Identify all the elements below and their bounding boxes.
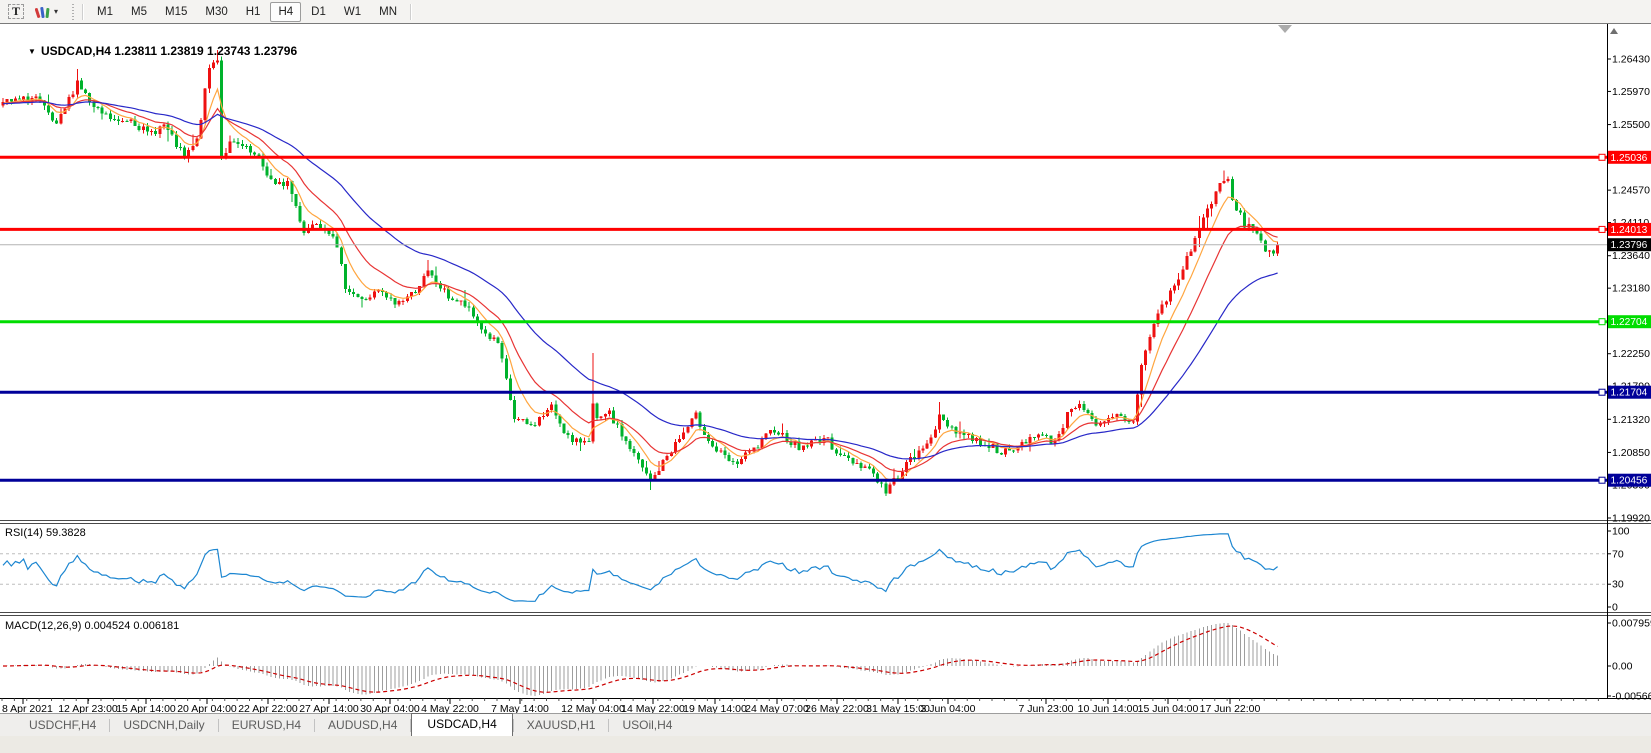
tab-separator: [109, 719, 111, 732]
svg-text:1.22250: 1.22250: [1612, 348, 1650, 360]
tab-usdcad-h4[interactable]: USDCAD,H4: [411, 713, 513, 736]
tab-separator: [608, 719, 610, 732]
svg-text:12 May 04:00: 12 May 04:00: [561, 703, 625, 714]
svg-text:1.26430: 1.26430: [1612, 54, 1650, 66]
price-badge: [1608, 222, 1651, 236]
status-strip: [0, 736, 1651, 753]
svg-text:27 Apr 14:00: 27 Apr 14:00: [299, 703, 359, 714]
timeframe-button-m30[interactable]: M30: [205, 5, 228, 18]
tab-audusd-h4[interactable]: AUDUSD,H4: [328, 718, 398, 732]
svg-text:22 Apr 22:00: 22 Apr 22:00: [238, 703, 298, 714]
text-tool-icon: T: [8, 4, 25, 19]
toolbar-grip[interactable]: [72, 3, 75, 20]
timeframe-button-h4[interactable]: H4: [270, 1, 302, 22]
svg-text:15 Apr 14:00: 15 Apr 14:00: [116, 703, 176, 714]
timeframe-button-m5[interactable]: M5: [131, 5, 147, 18]
svg-text:1.23640: 1.23640: [1612, 250, 1650, 262]
timeframe-button-m15[interactable]: M15: [165, 5, 188, 18]
timeframe-button-d1[interactable]: D1: [311, 5, 326, 18]
chart-window: 1.264301.259701.255001.245701.241101.236…: [0, 23, 1651, 714]
svg-text:24 May 07:00: 24 May 07:00: [745, 703, 809, 714]
svg-text:1.24570: 1.24570: [1612, 185, 1650, 197]
tab-separator: [410, 719, 412, 732]
tab-separator: [314, 719, 316, 732]
svg-text:1.25970: 1.25970: [1612, 86, 1650, 98]
svg-text:19 May 14:00: 19 May 14:00: [683, 703, 747, 714]
price-chart[interactable]: 1.264301.259701.255001.245701.241101.236…: [0, 24, 1651, 714]
svg-text:12 Apr 23:00: 12 Apr 23:00: [58, 703, 118, 714]
svg-text:20 Apr 04:00: 20 Apr 04:00: [177, 703, 237, 714]
chart-tabs-bar: USDCHF,H4 USDCNH,Daily EURUSD,H4 AUDUSD,H4 U…: [0, 713, 1651, 736]
svg-text:1.23796: 1.23796: [1611, 240, 1648, 251]
toolbar-separator: [410, 3, 412, 20]
toolbar-separator: [82, 3, 85, 20]
svg-text:30 Apr 04:00: 30 Apr 04:00: [360, 703, 420, 714]
timeframe-toolbar: M1 M5 M15 M30 H1 H4 D1 W1 MN: [88, 1, 406, 22]
svg-text:100: 100: [1612, 526, 1630, 538]
chevron-down-icon: ▾: [54, 7, 59, 16]
tab-usdchf-h4[interactable]: USDCHF,H4: [29, 718, 97, 732]
price-badge: [1608, 385, 1651, 399]
tab-xauusd-h1[interactable]: XAUUSD,H1: [526, 718, 596, 732]
price-badge: [1608, 238, 1651, 252]
tab-usoil-h4[interactable]: USOil,H4: [622, 718, 673, 732]
svg-text:1.21320: 1.21320: [1612, 414, 1650, 426]
svg-text:26 May 22:00: 26 May 22:00: [805, 703, 869, 714]
tab-usdcnh-daily[interactable]: USDCNH,Daily: [123, 718, 205, 732]
moving-averages-layer: [2, 87, 1278, 481]
macd-histogram: [2, 623, 1279, 696]
svg-text:-0.00566: -0.00566: [1612, 691, 1651, 703]
tab-separator: [512, 719, 514, 732]
price-badge: [1608, 473, 1651, 487]
svg-text:70: 70: [1612, 548, 1624, 560]
crayons-icon: [35, 6, 50, 18]
svg-text:7 Jun 23:00: 7 Jun 23:00: [1019, 703, 1074, 714]
tab-eurusd-h4[interactable]: EURUSD,H4: [231, 718, 302, 732]
timeframe-button-w1[interactable]: W1: [343, 5, 362, 18]
tab-separator: [217, 719, 219, 732]
svg-text:14 May 22:00: 14 May 22:00: [621, 703, 685, 714]
svg-text:31 May 15:00: 31 May 15:00: [866, 703, 930, 714]
svg-text:7 May 14:00: 7 May 14:00: [491, 703, 549, 714]
toolbar: T ▾ M1 M5 M15 M30 H1 H4 D1 W1 MN: [0, 0, 1651, 24]
svg-text:1.24013: 1.24013: [1611, 225, 1648, 236]
svg-text:1.20456: 1.20456: [1611, 476, 1648, 487]
svg-text:1.20850: 1.20850: [1612, 447, 1650, 459]
styles-dropdown-button[interactable]: ▾: [30, 2, 63, 22]
svg-text:15 Jun 04:00: 15 Jun 04:00: [1138, 703, 1199, 714]
axis-scroll-up-icon: [1610, 28, 1618, 34]
svg-text:10 Jun 14:00: 10 Jun 14:00: [1078, 703, 1139, 714]
svg-text:1.19920: 1.19920: [1612, 513, 1650, 525]
svg-text:0.00: 0.00: [1612, 661, 1633, 673]
svg-text:1.21704: 1.21704: [1611, 388, 1648, 399]
svg-text:4 May 22:00: 4 May 22:00: [421, 703, 479, 714]
svg-text:1.23180: 1.23180: [1612, 283, 1650, 295]
timeframe-button-m1[interactable]: M1: [97, 5, 114, 18]
svg-text:8 Apr 2021: 8 Apr 2021: [2, 703, 53, 714]
rsi-line: [2, 533, 1278, 602]
svg-text:1.25036: 1.25036: [1611, 153, 1648, 164]
price-badge: [1608, 315, 1651, 329]
svg-text:1.22704: 1.22704: [1611, 317, 1648, 328]
price-badge: [1608, 150, 1651, 164]
svg-text:17 Jun 22:00: 17 Jun 22:00: [1200, 703, 1261, 714]
text-tool-button[interactable]: T: [4, 2, 28, 22]
timeframe-button-mn[interactable]: MN: [379, 5, 397, 18]
svg-text:3 Jun 04:00: 3 Jun 04:00: [921, 703, 976, 714]
timeframe-button-h1[interactable]: H1: [245, 5, 261, 18]
svg-text:1.25500: 1.25500: [1612, 119, 1650, 131]
svg-text:30: 30: [1612, 579, 1624, 591]
chart-shift-marker-icon: [1278, 25, 1292, 33]
svg-text:0.007959: 0.007959: [1612, 618, 1651, 630]
svg-text:0: 0: [1612, 602, 1618, 614]
